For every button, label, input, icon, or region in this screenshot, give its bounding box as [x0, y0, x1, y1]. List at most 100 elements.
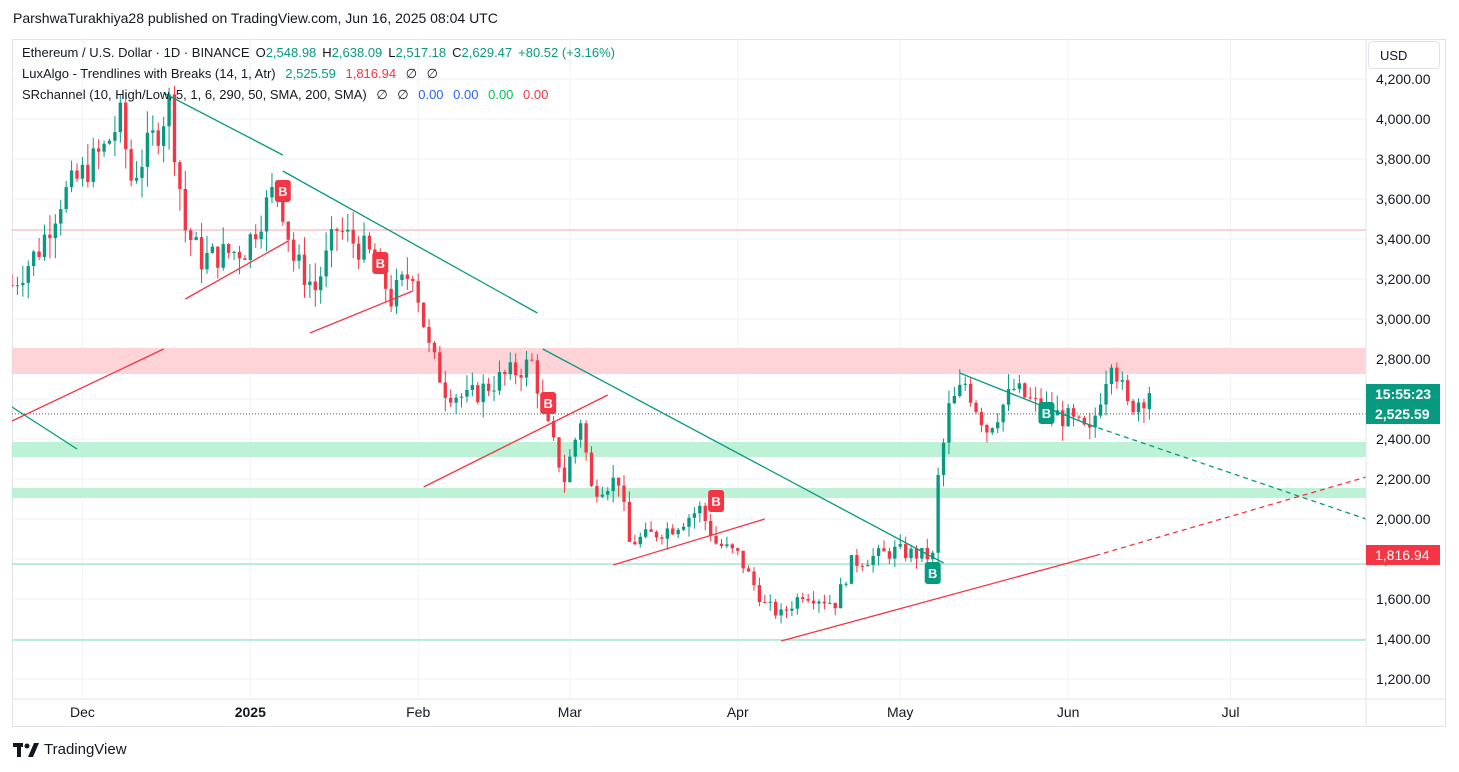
candle-body[interactable]: [838, 584, 843, 609]
candle-body[interactable]: [752, 571, 756, 586]
candle-body[interactable]: [1126, 380, 1130, 401]
candle-body[interactable]: [622, 485, 626, 502]
candle-body[interactable]: [21, 282, 25, 286]
candle-body[interactable]: [319, 276, 323, 291]
candle-body[interactable]: [736, 548, 740, 551]
candle-body[interactable]: [69, 170, 74, 188]
candle-body[interactable]: [476, 385, 480, 403]
candle-body[interactable]: [302, 254, 307, 286]
candle-body[interactable]: [492, 390, 496, 392]
candle-body[interactable]: [568, 456, 572, 483]
candle-body[interactable]: [822, 601, 827, 604]
candle-body[interactable]: [80, 164, 85, 179]
candle-body[interactable]: [763, 602, 767, 604]
candle-body[interactable]: [676, 529, 680, 535]
candle-body[interactable]: [584, 423, 588, 453]
candle-body[interactable]: [773, 601, 778, 616]
candle-body[interactable]: [470, 385, 475, 390]
candle-body[interactable]: [941, 442, 946, 475]
candle-body[interactable]: [346, 229, 350, 232]
candle-body[interactable]: [26, 266, 30, 283]
candle-body[interactable]: [64, 187, 68, 210]
candle-body[interactable]: [313, 281, 317, 291]
candle-body[interactable]: [600, 494, 605, 497]
candle-body[interactable]: [903, 544, 908, 559]
candle-body[interactable]: [887, 551, 892, 559]
candle-body[interactable]: [627, 501, 632, 542]
candle-body[interactable]: [589, 452, 594, 486]
candle-body[interactable]: [356, 243, 361, 260]
candle-body[interactable]: [232, 251, 236, 253]
candle-body[interactable]: [665, 528, 670, 539]
candle-body[interactable]: [189, 230, 193, 240]
candle-body[interactable]: [37, 251, 41, 257]
candle-body[interactable]: [985, 425, 989, 433]
candle-body[interactable]: [75, 170, 79, 179]
candle-body[interactable]: [113, 132, 117, 141]
candle-body[interactable]: [210, 246, 215, 253]
candle-body[interactable]: [643, 529, 648, 537]
symbol-name[interactable]: Ethereum / U.S. Dollar · 1D · BINANCE: [22, 45, 250, 60]
candle-body[interactable]: [1098, 404, 1103, 416]
candle-body[interactable]: [654, 531, 659, 538]
candle-body[interactable]: [1120, 380, 1124, 382]
candle-body[interactable]: [503, 371, 507, 375]
candle-body[interactable]: [795, 597, 799, 609]
candle-body[interactable]: [254, 234, 258, 240]
candle-body[interactable]: [801, 597, 805, 599]
candle-body[interactable]: [779, 609, 783, 616]
candle-body[interactable]: [1061, 410, 1065, 427]
candle-body[interactable]: [1066, 408, 1070, 427]
candle-body[interactable]: [1055, 410, 1059, 416]
candle-body[interactable]: [178, 162, 182, 189]
candle-body[interactable]: [1093, 415, 1097, 428]
candle-body[interactable]: [454, 397, 458, 403]
price-chart[interactable]: BBBBBB1,200.001,400.001,600.001,800.002,…: [12, 39, 1446, 727]
candle-body[interactable]: [790, 608, 794, 611]
bullish-trendline[interactable]: [780, 554, 1096, 642]
srchannel-indicator-name[interactable]: SRchannel (10, High/Low, 5, 1, 6, 290, 5…: [22, 87, 367, 102]
candle-body[interactable]: [925, 547, 929, 560]
candle-body[interactable]: [102, 143, 106, 152]
candle-body[interactable]: [996, 422, 1000, 429]
candle-body[interactable]: [968, 383, 973, 403]
candle-body[interactable]: [1082, 417, 1087, 425]
candle-body[interactable]: [1006, 389, 1011, 405]
candle-body[interactable]: [708, 520, 713, 536]
candle-body[interactable]: [692, 513, 697, 518]
candle-body[interactable]: [551, 420, 556, 438]
candle-body[interactable]: [893, 546, 897, 559]
candle-body[interactable]: [1028, 397, 1032, 399]
candle-body[interactable]: [443, 382, 447, 398]
candle-body[interactable]: [394, 279, 399, 307]
candle-body[interactable]: [1001, 404, 1005, 423]
candle-body[interactable]: [183, 188, 187, 231]
candle-body[interactable]: [1077, 416, 1081, 418]
candle-body[interactable]: [438, 352, 442, 383]
bearish-trendline[interactable]: [163, 92, 284, 156]
candle-body[interactable]: [362, 235, 366, 260]
candle-body[interactable]: [459, 396, 464, 398]
candle-body[interactable]: [649, 529, 653, 532]
candle-body[interactable]: [573, 439, 577, 457]
candle-body[interactable]: [216, 246, 220, 268]
candle-body[interactable]: [817, 601, 821, 604]
candle-body[interactable]: [449, 397, 453, 403]
candle-body[interactable]: [15, 285, 20, 287]
candle-body[interactable]: [557, 437, 561, 468]
candle-body[interactable]: [48, 234, 52, 239]
candle-body[interactable]: [1115, 367, 1119, 382]
candle-body[interactable]: [811, 600, 816, 604]
candle-body[interactable]: [1131, 400, 1135, 413]
candle-body[interactable]: [264, 197, 269, 232]
candle-body[interactable]: [936, 474, 940, 553]
candle-body[interactable]: [156, 130, 160, 146]
candle-body[interactable]: [411, 278, 415, 282]
candle-body[interactable]: [508, 362, 512, 375]
candle-body[interactable]: [849, 555, 854, 584]
candle-body[interactable]: [990, 428, 994, 433]
candle-body[interactable]: [1023, 383, 1027, 398]
candle-body[interactable]: [1109, 367, 1114, 384]
candle-body[interactable]: [898, 544, 902, 547]
candle-body[interactable]: [638, 536, 642, 545]
